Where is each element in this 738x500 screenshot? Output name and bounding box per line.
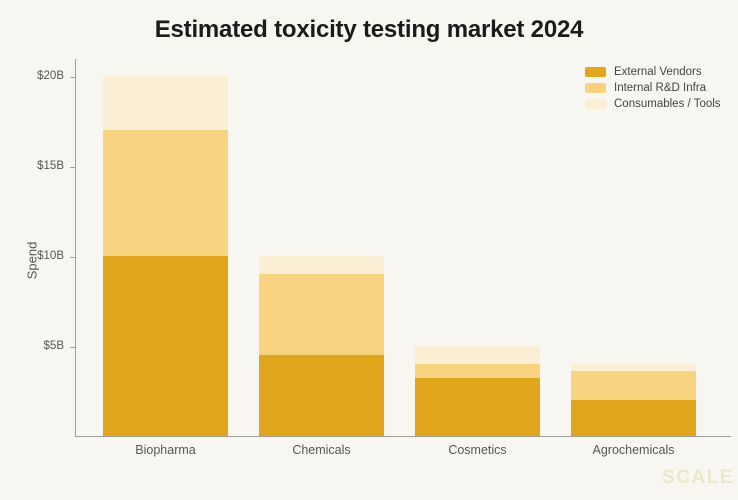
y-tick-label: $15B [37, 160, 64, 172]
y-tick-mark [70, 76, 75, 78]
y-tick-label: $20B [37, 70, 64, 82]
legend-item-label: Consumables / Tools [614, 98, 721, 110]
bar-segment [571, 400, 696, 436]
legend-item-label: External Vendors [614, 66, 702, 78]
legend-swatch [585, 83, 606, 93]
bar-group [415, 59, 540, 436]
bar-group [103, 59, 228, 436]
x-tick-label: Cosmetics [448, 443, 507, 457]
legend-item-label: Internal R&D Infra [614, 82, 707, 94]
legend-item: Consumables / Tools [585, 96, 721, 112]
legend-swatch [585, 99, 606, 109]
y-tick-mark [70, 256, 75, 258]
bar-segment [103, 256, 228, 436]
bar-segment [415, 346, 540, 364]
y-tick-label: $10B [37, 250, 64, 262]
bar-segment [103, 130, 228, 256]
y-tick-label: $5B [43, 340, 64, 352]
bar-segment [571, 371, 696, 400]
x-tick-label: Chemicals [292, 443, 351, 457]
legend-item: Internal R&D Infra [585, 80, 721, 96]
bar-group [259, 59, 384, 436]
chart-title: Estimated toxicity testing market 2024 [154, 16, 584, 43]
bar-group [571, 59, 696, 436]
legend-item: External Vendors [585, 64, 721, 80]
y-tick-mark [70, 166, 75, 168]
legend-swatch [585, 67, 606, 77]
legend: External Vendors Internal R&D Infra Consum… [585, 64, 721, 112]
x-tick-label: Biopharma [135, 443, 196, 457]
x-tick-label: Agrochemicals [592, 443, 675, 457]
y-tick-mark [70, 346, 75, 348]
bar-segment [259, 274, 384, 355]
bar-segment [259, 355, 384, 436]
watermark: SCALE [662, 467, 734, 488]
bar-segment [415, 364, 540, 378]
bar-segment [571, 364, 696, 372]
bar-segment [259, 256, 384, 274]
plot-area: $5B $10B $15B $20B Biopharma Chemicals Cosmet… [37, 59, 731, 457]
bar-segment [415, 377, 540, 436]
bar-segment [103, 76, 228, 130]
